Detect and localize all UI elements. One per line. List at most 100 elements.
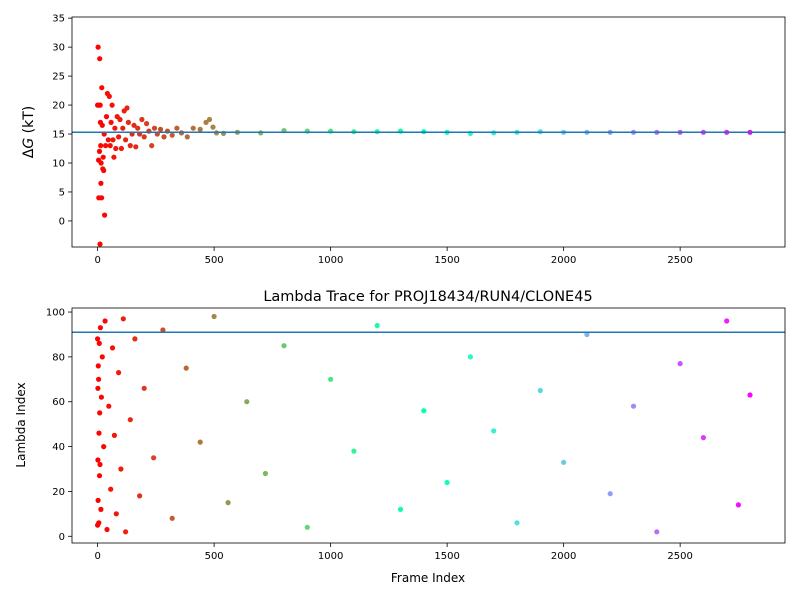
delta-g-point <box>131 122 137 128</box>
lambda-point <box>95 457 101 463</box>
lambda-point <box>116 370 122 376</box>
lambda-point <box>211 313 217 320</box>
x-tick-label: 0 <box>94 255 100 266</box>
delta-g-point <box>210 124 216 130</box>
lambda-point <box>654 529 660 535</box>
delta-g-point <box>190 125 196 131</box>
delta-g-point <box>135 125 141 131</box>
lambda-point <box>304 524 310 530</box>
delta-g-point <box>97 241 103 247</box>
lambda-point <box>421 408 427 414</box>
delta-g-point <box>106 93 112 99</box>
lambda-plot-area <box>72 308 785 543</box>
y-tick-label: 35 <box>52 14 65 25</box>
lambda-point <box>106 403 112 409</box>
x-tick-label: 500 <box>205 551 224 562</box>
lambda-point <box>97 461 103 468</box>
delta-g-y-ticks: 0 5 10 15 20 25 30 35 <box>52 14 72 227</box>
lambda-point <box>96 430 102 436</box>
delta-g-point <box>139 116 145 123</box>
lambda-point <box>244 399 250 405</box>
lambda-point <box>95 385 101 391</box>
x-tick-label: 1000 <box>318 551 343 562</box>
delta-g-point <box>98 180 104 186</box>
delta-g-point <box>127 143 133 149</box>
x-tick-label: 1500 <box>434 551 459 562</box>
g-variable: G <box>21 138 37 149</box>
delta-g-point <box>101 167 107 174</box>
delta-g-point <box>99 122 105 128</box>
lambda-trace-title: Lambda Trace for PROJ18434/RUN4/CLONE45 <box>263 289 592 305</box>
delta-g-point <box>117 116 123 123</box>
lambda-point <box>99 354 105 360</box>
lambda-point <box>120 316 126 322</box>
delta-g-point <box>102 212 108 218</box>
lambda-point <box>351 448 357 454</box>
delta-g-point <box>206 116 213 123</box>
lambda-point <box>97 410 103 416</box>
delta-g-point <box>111 154 117 160</box>
lambda-point <box>467 354 473 360</box>
ylabel-unit: (kT) <box>21 106 37 138</box>
lambda-point <box>95 336 101 342</box>
delta-g-point <box>174 125 180 131</box>
lambda-point <box>374 322 380 329</box>
delta-g-point <box>96 148 103 154</box>
lambda-point <box>132 336 138 342</box>
lambda-point <box>109 345 116 351</box>
y-tick-label: 60 <box>52 397 65 408</box>
delta-g-point <box>125 119 131 125</box>
lambda-point <box>127 417 133 423</box>
lambda-point <box>141 385 147 391</box>
lambda-point <box>397 506 404 512</box>
delta-g-point <box>133 144 139 150</box>
lambda-point <box>160 327 166 333</box>
delta-g-point <box>100 154 106 160</box>
lambda-point <box>111 432 117 438</box>
lambda-point <box>747 392 753 398</box>
delta-g-panel: 0 500 1000 1500 2000 2500 0 5 10 15 20 25 30 35 ΔG (… <box>21 14 786 266</box>
x-tick-label: 2000 <box>551 255 576 266</box>
delta-g-point <box>95 44 101 50</box>
delta-g-point <box>107 143 113 149</box>
delta-g-axes-frame <box>71 16 786 248</box>
y-tick-label: 0 <box>59 532 65 543</box>
delta-g-point <box>169 132 175 138</box>
y-tick-label: 10 <box>52 158 65 169</box>
lambda-point <box>96 376 102 382</box>
lambda-point <box>137 493 143 499</box>
lambda-point <box>607 491 613 497</box>
lambda-point <box>113 511 119 517</box>
delta-g-point <box>118 145 124 152</box>
lambda-point <box>700 435 707 441</box>
lambda-point <box>104 526 110 533</box>
delta-g-point <box>151 125 158 131</box>
lambda-point <box>584 331 590 338</box>
x-tick-label: 2500 <box>667 551 692 562</box>
lambda-point <box>96 340 102 346</box>
delta-g-point <box>112 125 118 131</box>
delta-g-point <box>97 102 103 108</box>
lambda-point <box>281 343 287 349</box>
delta-g-point <box>157 126 164 132</box>
lambda-point <box>98 506 104 512</box>
delta-g-point <box>99 85 105 91</box>
delta-g-point <box>99 195 105 201</box>
lambda-points <box>95 313 753 535</box>
y-tick-label: 40 <box>52 442 65 453</box>
delta-g-point <box>109 102 115 108</box>
delta-g-point <box>197 126 203 132</box>
lambda-x-ticks: 0 500 1000 1500 2000 2500 <box>94 543 693 562</box>
lambda-point <box>169 515 175 521</box>
delta-g-x-ticks: 0 500 1000 1500 2000 2500 <box>94 247 693 266</box>
lambda-point <box>183 365 189 371</box>
lambda-point <box>735 502 742 508</box>
lambda-point <box>97 325 103 331</box>
y-tick-label: 25 <box>52 72 65 83</box>
y-tick-label: 80 <box>52 352 65 363</box>
delta-g-point <box>184 134 190 140</box>
delta-g-point <box>105 137 111 143</box>
lambda-point <box>98 394 104 400</box>
delta-g-point <box>110 137 116 143</box>
